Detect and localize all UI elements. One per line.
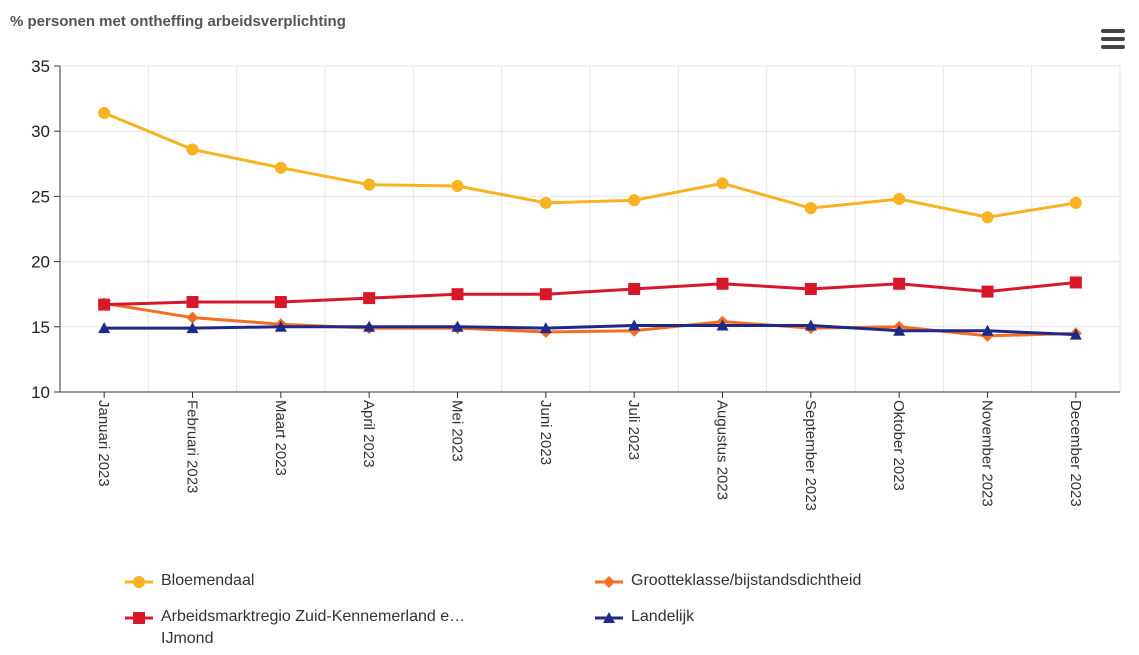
x-tick-label: Januari 2023: [95, 400, 112, 487]
y-tick-label: 20: [31, 253, 50, 272]
marker: [274, 296, 287, 309]
chart-title: % personen met ontheffing arbeidsverplic…: [10, 13, 346, 30]
marker: [98, 322, 111, 334]
marker: [363, 178, 376, 191]
marker: [539, 288, 552, 301]
legend-symbol: [125, 612, 153, 624]
x-tick-label: November 2023: [979, 400, 996, 507]
marker: [274, 320, 287, 332]
marker: [716, 277, 729, 290]
series-line: [104, 323, 1076, 337]
x-tick-label: September 2023: [802, 400, 819, 511]
marker: [186, 143, 199, 156]
marker: [363, 320, 376, 332]
marker: [133, 612, 145, 624]
marker: [716, 177, 729, 190]
marker: [539, 196, 552, 209]
y-tick-label: 10: [31, 383, 50, 402]
marker: [804, 202, 817, 215]
legend-item[interactable]: Bloemendaal: [125, 572, 254, 592]
marker: [981, 324, 994, 336]
legend-label: Bloemendaal: [161, 572, 255, 589]
marker: [893, 277, 906, 290]
series-line: [103, 301, 1076, 338]
x-tick-label: Juni 2023: [537, 400, 554, 465]
marker: [186, 296, 199, 309]
x-tick-label: Juli 2023: [625, 400, 642, 460]
marker: [628, 282, 641, 295]
legend-label: Arbeidsmarktregio Zuid-Kennemerland e… I…: [161, 608, 466, 647]
chart: % personen met ontheffing arbeidsverplic…: [10, 13, 1121, 511]
legend-item[interactable]: Arbeidsmarktregio Zuid-Kennemerland e… I…: [125, 608, 465, 650]
x-tick-label: Mei 2023: [449, 400, 466, 462]
marker: [603, 612, 615, 623]
marker: [186, 311, 199, 324]
marker: [804, 282, 817, 295]
marker: [451, 179, 464, 192]
marker: [186, 322, 199, 334]
marker: [716, 319, 729, 331]
marker: [98, 298, 111, 311]
x-tick-label: Maart 2023: [272, 400, 289, 476]
menu-button[interactable]: [1101, 28, 1125, 50]
marker: [451, 288, 464, 301]
marker: [981, 285, 994, 298]
marker: [133, 576, 145, 588]
marker: [981, 211, 994, 224]
marker: [539, 322, 552, 334]
marker: [804, 319, 817, 331]
series-line: [103, 111, 1077, 219]
marker: [628, 194, 641, 207]
legend-symbol: [595, 576, 623, 588]
x-tick-label: April 2023: [360, 400, 377, 468]
y-tick-label: 25: [31, 187, 50, 206]
x-tick-label: Augustus 2023: [714, 400, 731, 500]
legend-symbol: [595, 612, 623, 623]
menu-icon: [1101, 29, 1125, 49]
marker: [274, 161, 287, 174]
marker: [893, 193, 906, 206]
marker: [363, 292, 376, 305]
series-line: [104, 280, 1076, 307]
marker: [603, 576, 615, 588]
y-tick-label: 15: [31, 318, 50, 337]
legend-item[interactable]: Landelijk: [595, 608, 694, 628]
marker: [98, 106, 111, 119]
marker: [451, 320, 464, 332]
legend-symbol: [125, 576, 153, 588]
marker: [1069, 328, 1082, 340]
legend-item[interactable]: Grootteklasse/bijstandsdichtheid: [595, 572, 861, 592]
x-tick-label: Oktober 2023: [890, 400, 907, 491]
marker: [628, 319, 641, 331]
legend-label: Landelijk: [631, 608, 695, 625]
marker: [893, 324, 906, 336]
legend-label: Grootteklasse/bijstandsdichtheid: [631, 572, 862, 589]
y-tick-label: 30: [31, 122, 50, 141]
marker: [1069, 276, 1082, 289]
x-tick-label: December 2023: [1067, 400, 1084, 507]
x-tick-label: Februari 2023: [184, 400, 201, 493]
marker: [1069, 196, 1082, 209]
y-tick-label: 35: [31, 57, 50, 76]
